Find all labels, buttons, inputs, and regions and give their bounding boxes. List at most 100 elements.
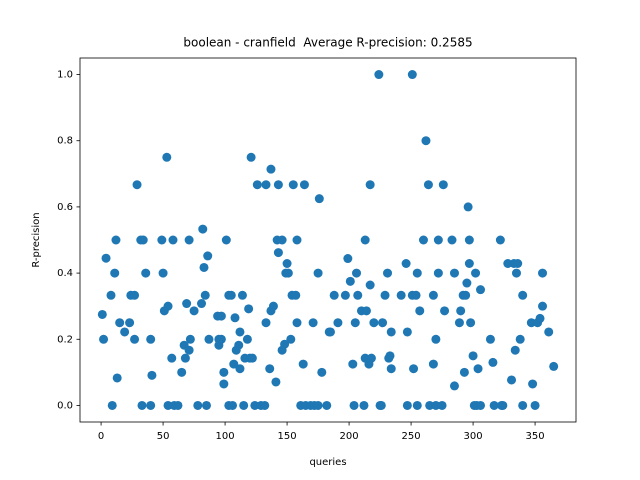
point bbox=[440, 306, 450, 316]
point bbox=[216, 311, 226, 321]
point bbox=[383, 268, 393, 278]
point bbox=[200, 290, 210, 300]
point bbox=[317, 367, 327, 377]
point bbox=[198, 224, 208, 234]
point bbox=[125, 318, 135, 328]
point bbox=[423, 180, 433, 190]
point bbox=[273, 248, 283, 258]
point bbox=[431, 334, 441, 344]
point bbox=[228, 400, 238, 410]
point bbox=[185, 334, 195, 344]
y-axis-label: R-precision bbox=[31, 212, 42, 267]
point bbox=[421, 136, 431, 146]
point bbox=[235, 327, 245, 337]
y-tick-label: 0.4 bbox=[57, 268, 73, 279]
point bbox=[163, 301, 173, 311]
point bbox=[343, 254, 353, 264]
point bbox=[433, 235, 443, 245]
point bbox=[352, 268, 362, 278]
point bbox=[538, 301, 548, 311]
point bbox=[376, 400, 386, 410]
point bbox=[428, 290, 438, 300]
point bbox=[340, 290, 350, 300]
point bbox=[449, 268, 459, 278]
point bbox=[538, 268, 548, 278]
point bbox=[216, 334, 226, 344]
point bbox=[157, 235, 167, 245]
point bbox=[99, 334, 109, 344]
point bbox=[292, 318, 302, 328]
point bbox=[189, 306, 199, 316]
y-tick-label: 1.0 bbox=[57, 70, 73, 81]
point bbox=[415, 306, 425, 316]
point bbox=[473, 364, 483, 374]
point bbox=[288, 180, 298, 190]
point bbox=[454, 318, 464, 328]
point bbox=[219, 379, 229, 389]
point bbox=[106, 290, 116, 300]
point bbox=[438, 180, 448, 190]
point bbox=[359, 400, 369, 410]
point bbox=[299, 180, 309, 190]
chart-title: boolean - cranfield Average R-precision:… bbox=[183, 36, 472, 50]
point bbox=[167, 353, 177, 363]
point bbox=[329, 290, 339, 300]
point bbox=[526, 318, 536, 328]
point bbox=[314, 194, 324, 204]
x-tick-label: 0 bbox=[98, 431, 104, 442]
point bbox=[184, 235, 194, 245]
point bbox=[141, 268, 151, 278]
point bbox=[402, 327, 412, 337]
point bbox=[193, 400, 203, 410]
point bbox=[411, 290, 421, 300]
point bbox=[386, 364, 396, 374]
point bbox=[308, 318, 318, 328]
point bbox=[507, 375, 517, 385]
point bbox=[146, 400, 156, 410]
point bbox=[409, 364, 419, 374]
point bbox=[313, 400, 323, 410]
point bbox=[230, 313, 240, 323]
point bbox=[235, 364, 245, 374]
point bbox=[549, 361, 559, 371]
point bbox=[130, 290, 140, 300]
point bbox=[360, 235, 370, 245]
point bbox=[476, 400, 486, 410]
point bbox=[466, 318, 476, 328]
point bbox=[365, 180, 375, 190]
point bbox=[115, 318, 125, 328]
point bbox=[365, 280, 375, 290]
point bbox=[498, 400, 508, 410]
point bbox=[277, 235, 287, 245]
point bbox=[246, 152, 256, 162]
point bbox=[447, 235, 457, 245]
point bbox=[260, 400, 270, 410]
y-tick-label: 0.2 bbox=[57, 334, 73, 345]
point bbox=[535, 313, 545, 323]
point bbox=[459, 367, 469, 377]
x-tick-label: 200 bbox=[340, 431, 359, 442]
point bbox=[110, 268, 120, 278]
point bbox=[184, 345, 194, 355]
y-tick-label: 0.0 bbox=[57, 400, 73, 411]
point bbox=[495, 235, 505, 245]
point bbox=[132, 180, 142, 190]
point bbox=[374, 70, 384, 80]
point bbox=[325, 327, 335, 337]
point bbox=[163, 400, 173, 410]
point bbox=[353, 290, 363, 300]
point bbox=[286, 334, 296, 344]
point bbox=[291, 290, 301, 300]
point bbox=[518, 290, 528, 300]
x-axis-label: queries bbox=[309, 457, 346, 468]
point bbox=[282, 258, 292, 268]
x-tick-label: 100 bbox=[216, 431, 235, 442]
point bbox=[515, 334, 525, 344]
point bbox=[489, 400, 499, 410]
point bbox=[273, 180, 283, 190]
point bbox=[428, 359, 438, 369]
x-tick-label: 350 bbox=[526, 431, 545, 442]
point bbox=[380, 290, 390, 300]
point bbox=[271, 377, 281, 387]
point bbox=[97, 309, 107, 319]
